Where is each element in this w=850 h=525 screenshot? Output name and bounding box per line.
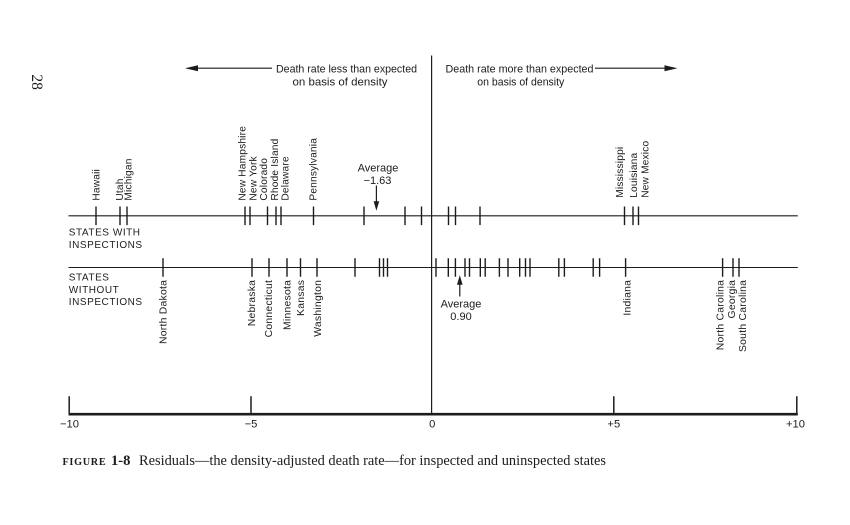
svg-text:South Carolina: South Carolina: [738, 280, 749, 352]
svg-text:Colorado: Colorado: [259, 158, 270, 201]
svg-text:on basis of density: on basis of density: [293, 77, 388, 89]
svg-text:Death rate more than expected: Death rate more than expected: [446, 63, 594, 75]
svg-text:New York: New York: [249, 155, 260, 200]
svg-text:+5: +5: [607, 418, 620, 430]
svg-text:Connecticut: Connecticut: [264, 280, 275, 338]
svg-text:Residuals—the density-adjusted: Residuals—the density-adjusted death rat…: [139, 453, 606, 469]
svg-text:Louisiana: Louisiana: [629, 152, 640, 197]
svg-text:−10: −10: [60, 418, 79, 430]
svg-text:INSPECTIONS: INSPECTIONS: [69, 240, 143, 251]
svg-text:Indiana: Indiana: [622, 280, 633, 316]
svg-text:New Mexico: New Mexico: [640, 140, 651, 197]
svg-text:on basis of density: on basis of density: [477, 77, 564, 89]
svg-text:Average: Average: [358, 163, 399, 175]
svg-text:STATES: STATES: [69, 273, 110, 284]
svg-text:Hawaii: Hawaii: [92, 169, 103, 201]
svg-text:Rhode Island: Rhode Island: [270, 139, 281, 201]
svg-text:Michigan: Michigan: [123, 158, 134, 200]
svg-text:Kansas: Kansas: [296, 280, 307, 316]
svg-text:0: 0: [429, 418, 435, 430]
svg-text:Nebraska: Nebraska: [247, 280, 258, 326]
svg-text:Delaware: Delaware: [281, 156, 292, 201]
svg-text:28: 28: [28, 74, 45, 90]
svg-text:−1.63: −1.63: [364, 175, 392, 187]
svg-text:Washington: Washington: [313, 280, 324, 337]
svg-text:−5: −5: [245, 418, 258, 430]
svg-text:Death rate less than expected: Death rate less than expected: [276, 63, 417, 75]
svg-text:Pennsylvania: Pennsylvania: [309, 138, 320, 201]
svg-text:0.90: 0.90: [450, 311, 471, 323]
svg-text:+10: +10: [786, 418, 805, 430]
svg-text:WITHOUT: WITHOUT: [69, 285, 120, 296]
svg-text:STATES WITH: STATES WITH: [69, 227, 141, 238]
svg-text:Minnesota: Minnesota: [283, 280, 294, 330]
svg-text:1-8: 1-8: [111, 453, 130, 469]
svg-text:North Dakota: North Dakota: [159, 280, 170, 344]
svg-text:Utah: Utah: [115, 178, 126, 200]
svg-text:FIGURE: FIGURE: [63, 457, 107, 468]
svg-text:Georgia: Georgia: [727, 280, 738, 319]
svg-text:Mississippi: Mississippi: [615, 147, 626, 198]
svg-text:INSPECTIONS: INSPECTIONS: [69, 297, 143, 308]
svg-text:New Hampshire: New Hampshire: [238, 126, 249, 201]
svg-text:Average: Average: [441, 299, 482, 311]
svg-text:North Carolina: North Carolina: [716, 280, 727, 351]
